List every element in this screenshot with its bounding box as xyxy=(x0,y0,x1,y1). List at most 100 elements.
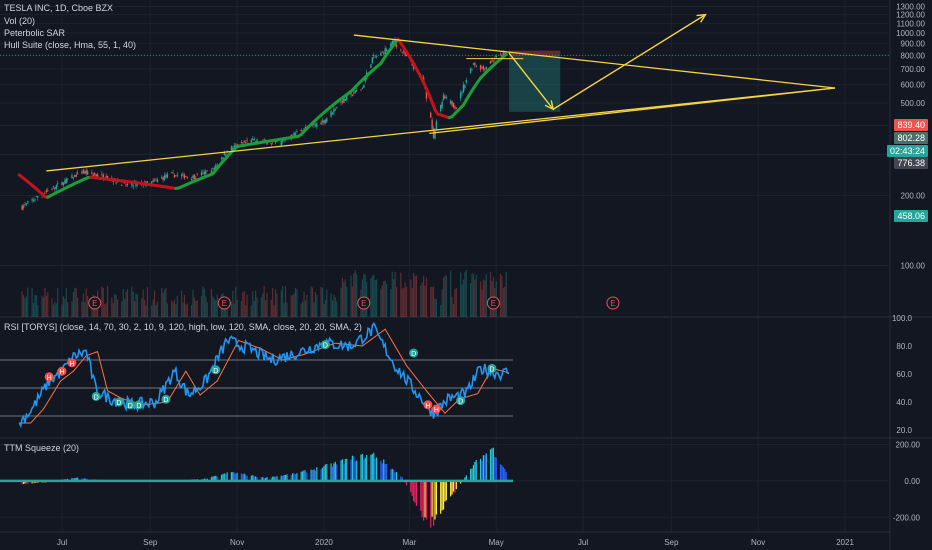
volume-bar xyxy=(266,292,268,317)
candle-body xyxy=(263,139,265,141)
indicator-hull[interactable]: Hull Suite (close, Hma, 55, 1, 40) xyxy=(4,40,137,50)
candle-body xyxy=(304,127,307,129)
ttm-bar xyxy=(255,476,257,481)
rsi-signal-badge xyxy=(91,391,101,401)
candle-body xyxy=(24,204,26,206)
candle-body xyxy=(501,55,503,57)
candle-body xyxy=(66,178,69,180)
volume-bar xyxy=(242,292,244,317)
candle-body xyxy=(384,48,386,54)
time-tick-label: Sep xyxy=(143,538,158,547)
candle-body xyxy=(205,171,207,175)
ttm-bar xyxy=(385,463,388,481)
candle-body xyxy=(210,170,213,173)
ttm-bar xyxy=(411,480,413,497)
candle-body xyxy=(445,97,448,98)
volume-bar xyxy=(403,288,405,317)
candle-body xyxy=(246,139,248,141)
candle-body xyxy=(412,65,415,69)
volume-bar xyxy=(74,287,76,317)
ttm-bar xyxy=(505,471,507,481)
rsi-signal-label: D xyxy=(94,394,99,401)
rsi-signal-label: D xyxy=(458,399,463,406)
candle-body xyxy=(153,179,156,181)
volume-bar xyxy=(451,296,453,317)
candle-body xyxy=(475,65,477,67)
volume-bar xyxy=(301,301,304,317)
volume-bar xyxy=(124,299,126,317)
ttm-bar xyxy=(276,476,278,481)
candle-body xyxy=(243,141,245,143)
rsi-signal-badge xyxy=(57,366,67,376)
volume-bar xyxy=(210,288,213,317)
volume-bar xyxy=(376,279,378,317)
volume-bar xyxy=(272,287,274,317)
volume-bar xyxy=(182,302,184,317)
volume-bar xyxy=(284,286,287,317)
price-tick-label: 700.00 xyxy=(901,65,926,74)
ttm-bar xyxy=(300,471,302,481)
candle-body xyxy=(233,145,235,148)
drawing-tools[interactable] xyxy=(46,13,836,172)
candle-body xyxy=(360,89,362,91)
candle-body xyxy=(22,206,25,209)
volume-bar xyxy=(336,301,338,317)
ttm-bar xyxy=(303,470,305,481)
candle-body xyxy=(101,173,103,175)
volume-bar xyxy=(106,286,109,317)
candle-body xyxy=(206,170,208,172)
volume-bar xyxy=(400,272,402,317)
candle-body xyxy=(316,123,318,127)
volume-bar xyxy=(414,275,416,317)
candle-body xyxy=(452,102,455,108)
ttm-bar xyxy=(504,468,506,481)
candle-body xyxy=(395,44,398,48)
volume-bar xyxy=(442,277,445,317)
ttm-bar xyxy=(264,478,267,481)
volume-bar xyxy=(85,288,87,317)
earnings-marker-label: E xyxy=(361,299,366,308)
candle-body xyxy=(186,177,188,178)
ttm-bar xyxy=(430,480,432,528)
volume-bar xyxy=(121,301,123,317)
earnings-marker-label: E xyxy=(610,299,615,308)
volume-bar xyxy=(262,293,264,317)
volume-bar xyxy=(143,299,146,317)
candle-body xyxy=(444,96,446,98)
volume-bar xyxy=(185,304,187,317)
volume-bar xyxy=(84,302,86,317)
volume-bar xyxy=(115,294,117,317)
ttm-tick-label: 0.00 xyxy=(904,477,920,486)
volume-bar xyxy=(444,275,446,317)
volume-bar xyxy=(152,299,154,317)
rsi-signal-badge xyxy=(125,400,135,410)
volume-bar xyxy=(146,287,149,317)
ttm-bar xyxy=(491,448,493,481)
volume-bar xyxy=(380,288,382,317)
ttm-bar xyxy=(465,475,467,481)
indicator-sar[interactable]: Peterbolic SAR xyxy=(4,28,66,38)
ttm-bar xyxy=(425,480,428,520)
ttm-bar xyxy=(282,475,284,481)
rsi-indicator-label[interactable]: RSI [TORYS] (close, 14, 70, 30, 2, 10, 9… xyxy=(4,322,362,332)
volume-bar xyxy=(230,301,233,317)
candle-body xyxy=(175,175,177,177)
candle-body xyxy=(34,199,36,201)
candle-body xyxy=(472,63,475,65)
candle-body xyxy=(485,66,487,70)
rsi-signal-label: H xyxy=(425,403,430,410)
indicator-vol[interactable]: Vol (20) xyxy=(4,16,36,26)
price-tag-target: 458.06 xyxy=(894,210,928,222)
candle-body xyxy=(62,182,65,185)
ttm-bar xyxy=(469,468,472,481)
candle-body xyxy=(474,63,476,66)
candle-body xyxy=(173,175,176,178)
ttm-indicator-label[interactable]: TTM Squeeze (20) xyxy=(4,443,80,453)
volume-bar xyxy=(290,295,292,317)
candle-body xyxy=(435,121,438,129)
ttm-bar xyxy=(344,459,346,481)
time-tick-label: Mar xyxy=(402,538,416,547)
ttm-bar xyxy=(492,447,494,481)
